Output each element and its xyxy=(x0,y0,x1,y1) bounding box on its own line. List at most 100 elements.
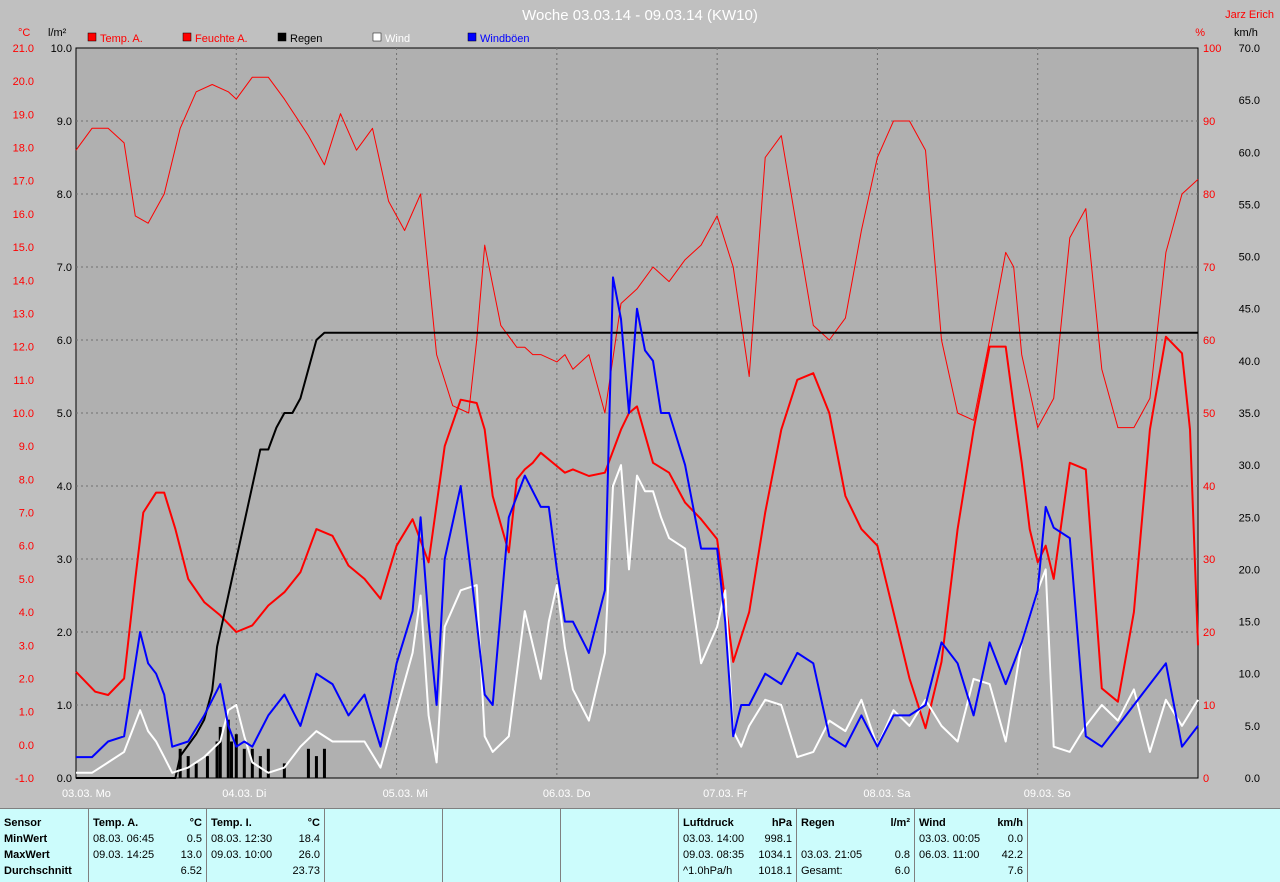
rain-bar xyxy=(266,748,270,778)
tick-label-temp: 2.0 xyxy=(19,673,34,685)
stats-row-label: MaxWert xyxy=(4,849,50,861)
axis-unit-temp: °C xyxy=(18,27,30,39)
tick-label-wind: 65.0 xyxy=(1239,95,1260,107)
rain-bar xyxy=(229,741,233,778)
stats-header: Regen xyxy=(801,817,835,829)
rain-bar xyxy=(306,748,310,778)
series-line-windb-en xyxy=(76,276,1199,759)
tick-label-temp: 12.0 xyxy=(13,342,34,354)
tick-label-humidity: 0 xyxy=(1203,773,1209,785)
tick-label-wind: 50.0 xyxy=(1239,252,1260,264)
legend-swatch xyxy=(182,32,192,42)
rain-bar xyxy=(178,748,182,778)
stats-date: 03.03. 21:05 xyxy=(801,849,863,861)
axis-unit-humidity: % xyxy=(1195,27,1205,39)
stats-value: 42.2 xyxy=(1001,849,1023,861)
tick-label-rain: 5.0 xyxy=(57,408,72,420)
legend-label: Windböen xyxy=(480,33,530,45)
tick-label-temp: 18.0 xyxy=(13,143,34,155)
tick-label-humidity: 30 xyxy=(1203,554,1215,566)
tick-label-temp: -1.0 xyxy=(15,773,34,785)
stats-date: Gesamt: xyxy=(801,865,843,877)
tick-label-temp: 8.0 xyxy=(19,474,34,486)
tick-label-wind: 25.0 xyxy=(1239,512,1260,524)
tick-label-humidity: 40 xyxy=(1203,481,1215,493)
tick-label-temp: 15.0 xyxy=(13,242,34,254)
tick-label-temp: 21.0 xyxy=(13,43,34,55)
stats-value: 13.0 xyxy=(180,849,202,861)
tick-label-rain: 3.0 xyxy=(57,554,72,566)
stats-empty-column xyxy=(561,809,679,882)
stats-row-label: MinWert xyxy=(4,833,48,845)
legend-swatch xyxy=(467,32,477,42)
tick-label-humidity: 10 xyxy=(1203,700,1215,712)
rain-bar xyxy=(234,734,238,778)
rain-bar xyxy=(215,741,219,778)
stats-header: Luftdruck xyxy=(683,817,734,829)
tick-label-temp: 13.0 xyxy=(13,308,34,320)
tick-label-humidity: 90 xyxy=(1203,116,1215,128)
tick-label-wind: 45.0 xyxy=(1239,304,1260,316)
stats-wind-column: Wind km/h 03.03. 00:05 0.0 06.03. 11:00 42.… xyxy=(915,809,1028,882)
stats-value: 26.0 xyxy=(298,849,320,861)
tick-label-temp: 5.0 xyxy=(19,574,34,586)
stats-date: 09.03. 14:25 xyxy=(93,849,155,861)
tick-label-rain: 2.0 xyxy=(57,627,72,639)
stats-row-label: Durchschnitt xyxy=(4,865,72,877)
stats-value: 6.0 xyxy=(894,865,910,877)
grid xyxy=(76,48,1198,778)
tick-label-wind: 5.0 xyxy=(1245,721,1260,733)
x-tick-label: 09.03. So xyxy=(1024,788,1071,800)
rain-bar xyxy=(194,763,198,778)
axis-unit-wind: km/h xyxy=(1234,27,1258,39)
rain-bar xyxy=(282,763,286,778)
tick-label-rain: 8.0 xyxy=(57,189,72,201)
legend: Temp. A. Feuchte A. Regen Wind Windböen xyxy=(87,32,530,45)
x-tick-label: 05.03. Mi xyxy=(383,788,428,800)
stats-date: 09.03. 08:35 xyxy=(683,849,745,861)
series-line-feuchte-a- xyxy=(75,76,1199,429)
axis-ticks: 21.0 20.0 19.0 18.0 17.0 16.0 15.0 14.0 13.0 12.0… xyxy=(13,43,1260,785)
x-tick-label: 08.03. Sa xyxy=(863,788,911,800)
tick-label-temp: 10.0 xyxy=(13,408,34,420)
legend-swatch xyxy=(87,32,97,42)
stats-value: 7.6 xyxy=(1007,865,1023,877)
rain-bar xyxy=(322,748,326,778)
stats-date: 09.03. 10:00 xyxy=(211,849,273,861)
tick-label-rain: 9.0 xyxy=(57,116,72,128)
tick-label-temp: 14.0 xyxy=(13,275,34,287)
stats-date: ^1.0hPa/h xyxy=(683,865,733,877)
x-tick-label: 03.03. Mo xyxy=(62,788,111,800)
tick-label-temp: 16.0 xyxy=(13,209,34,221)
stats-luftdruck-column: Luftdruck hPa 03.03. 14:00 998.1 09.03. 08… xyxy=(679,809,797,882)
weather-chart: Woche 03.03.14 - 09.03.14 (KW10) Jarz Er… xyxy=(13,7,1274,800)
stats-date: 03.03. 14:00 xyxy=(683,833,745,845)
series-lines xyxy=(75,76,1199,779)
tick-label-wind: 35.0 xyxy=(1239,408,1260,420)
stats-unit: l/m² xyxy=(890,817,910,829)
legend-swatch xyxy=(277,32,287,42)
stats-value: 6.52 xyxy=(180,865,202,877)
statistics-panel: Sensor MinWert MaxWert Durchschnitt Temp… xyxy=(0,808,1280,882)
stats-value: 0.5 xyxy=(186,833,202,845)
series-line-temp-a- xyxy=(75,335,1199,730)
tick-label-wind: 55.0 xyxy=(1239,199,1260,211)
rain-bar xyxy=(205,756,209,778)
tick-label-temp: 9.0 xyxy=(19,441,34,453)
rain-bar xyxy=(218,726,222,778)
rain-bar xyxy=(226,719,230,778)
tick-label-wind: 30.0 xyxy=(1239,460,1260,472)
tick-label-wind: 15.0 xyxy=(1239,617,1260,629)
stats-date: 06.03. 11:00 xyxy=(919,849,980,861)
tick-label-humidity: 60 xyxy=(1203,335,1215,347)
stats-header: Wind xyxy=(919,817,946,829)
tick-label-rain: 6.0 xyxy=(57,335,72,347)
stats-header: Sensor xyxy=(4,817,42,829)
tick-label-temp: 3.0 xyxy=(19,640,34,652)
tick-label-temp: 7.0 xyxy=(19,508,34,520)
stats-header: Temp. A. xyxy=(93,817,139,829)
stats-empty-column xyxy=(325,809,443,882)
tick-label-rain: 7.0 xyxy=(57,262,72,274)
tick-label-rain: 10.0 xyxy=(51,43,72,55)
stats-value: 18.4 xyxy=(298,833,320,845)
